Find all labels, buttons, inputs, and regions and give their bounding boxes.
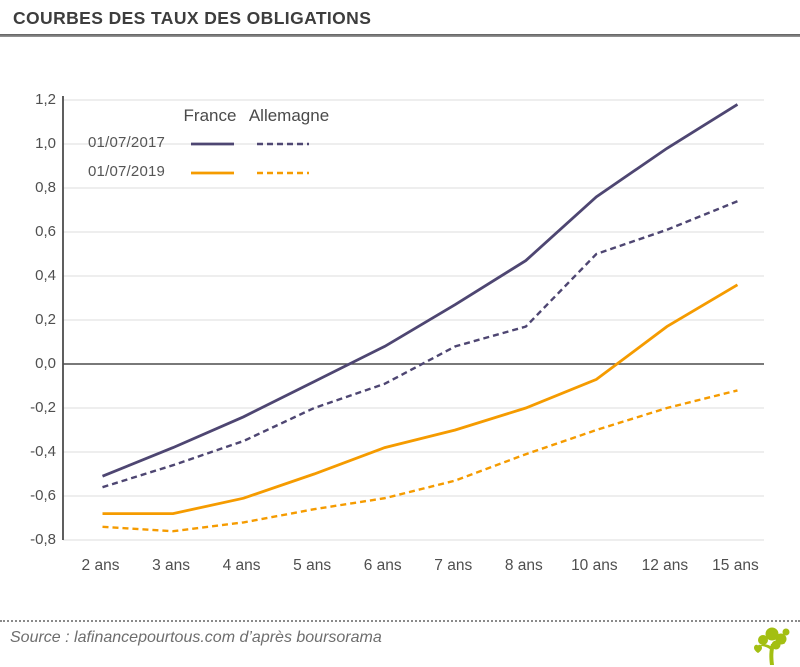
line-allemagne-2019 <box>102 389 738 533</box>
x-tick-label: 10 ans <box>571 557 618 574</box>
y-tick-label: 1,2 <box>35 91 56 108</box>
y-tick-label: -0,6 <box>30 487 56 504</box>
y-tick-label: -0,2 <box>30 399 56 416</box>
source-text: Source : lafinancepourtous.com d’après b… <box>10 629 382 646</box>
legend-header-allemagne: Allemagne <box>248 106 330 125</box>
x-tick-label: 4 ans <box>222 557 261 574</box>
x-tick-label: 8 ans <box>504 557 543 574</box>
page-title: COURBES DES TAUX DES OBLIGATIONS <box>13 8 372 28</box>
y-tick-label: 0,4 <box>35 267 56 284</box>
line-france-2019 <box>102 283 739 515</box>
dotted-divider <box>0 620 800 622</box>
x-tick-label: 12 ans <box>641 557 689 574</box>
y-tick-label: -0,8 <box>30 531 56 548</box>
x-tick-label: 5 ans <box>293 557 332 574</box>
y-tick-label: 0,6 <box>35 223 56 240</box>
x-tick-label: 6 ans <box>363 557 402 574</box>
y-tick-label: 0,8 <box>35 179 56 196</box>
title-underline <box>0 34 800 37</box>
legend-row-label-2017: 01/07/2017 <box>88 134 166 151</box>
tree-logo <box>754 627 790 665</box>
y-tick-label: 0,2 <box>35 311 56 328</box>
legend-header-france: France <box>183 106 237 125</box>
x-tick-label: 7 ans <box>434 557 473 574</box>
line-france-2017 <box>101 103 739 478</box>
x-tick-label: 2 ans <box>81 557 120 574</box>
y-tick-label: 0,0 <box>35 355 56 372</box>
x-tick-label: 15 ans <box>712 557 759 574</box>
line-allemagne-2017 <box>102 200 738 489</box>
legend-row-label-2019: 01/07/2019 <box>88 163 166 180</box>
x-tick-label: 3 ans <box>152 557 190 574</box>
y-tick-label: -0,4 <box>30 443 56 460</box>
y-tick-label: 1,0 <box>35 135 56 152</box>
